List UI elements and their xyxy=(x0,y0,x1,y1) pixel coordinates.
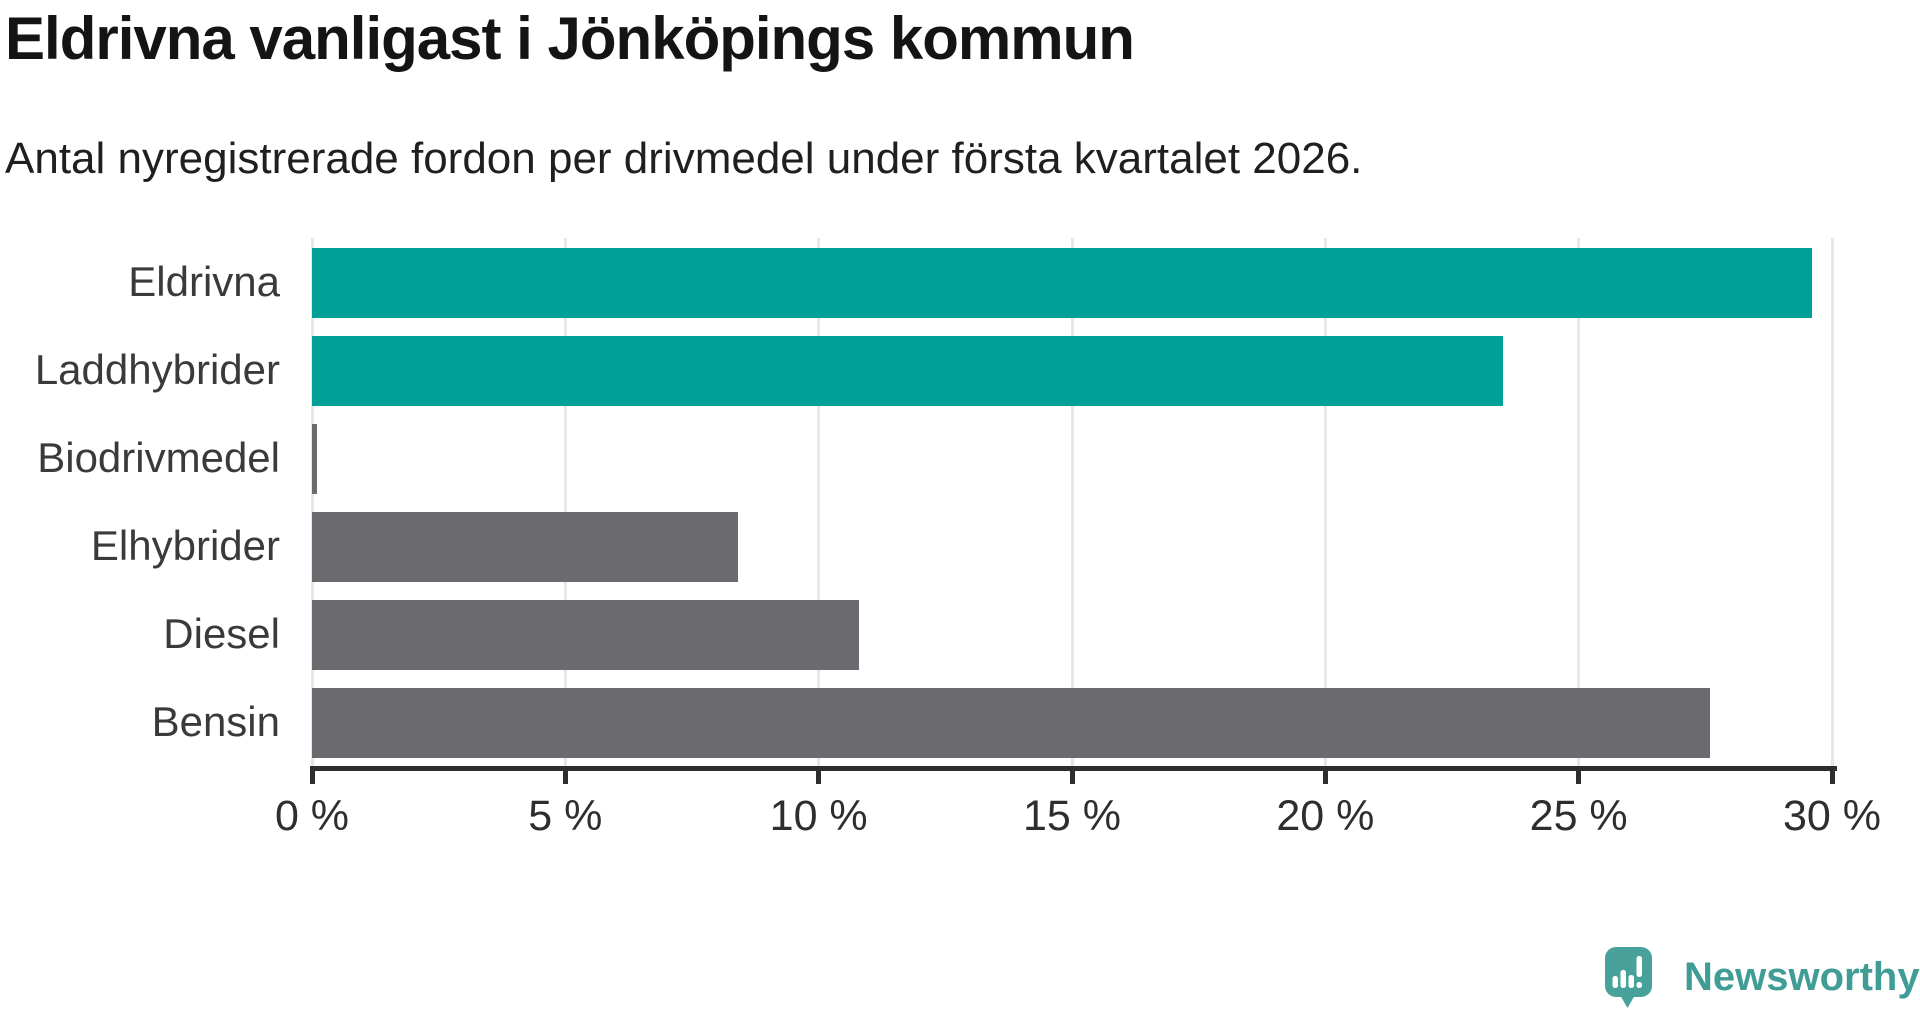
bar-biodrivmedel xyxy=(312,424,318,494)
x-axis-tick-label-30: 30 % xyxy=(1782,792,1882,840)
category-label-bensin: Bensin xyxy=(151,698,280,745)
newsworthy-logo-text: Newsworthy xyxy=(1684,955,1920,999)
gridline-30 xyxy=(1830,238,1834,766)
x-axis-tick-label-0: 0 % xyxy=(274,792,350,840)
page-title: Eldrivna vanligast i Jönköpings kommun xyxy=(5,5,1135,72)
x-axis-tick-label-20: 20 % xyxy=(1276,792,1375,840)
gridline-0 xyxy=(310,238,314,766)
bar-laddhybrider xyxy=(312,336,1503,406)
category-label-diesel: Diesel xyxy=(163,610,280,657)
gridline-20 xyxy=(1323,238,1327,766)
gridline-5 xyxy=(563,238,567,766)
x-axis-tick-5 xyxy=(562,771,568,784)
x-axis-tick-label-25: 25 % xyxy=(1529,792,1628,840)
x-axis-tick-25 xyxy=(1576,771,1582,784)
newsworthy-logo: Newsworthy xyxy=(1604,946,1920,1009)
category-label-eldrivna: Eldrivna xyxy=(128,258,280,305)
bar-bensin xyxy=(312,688,1711,758)
bar-diesel xyxy=(312,600,860,670)
category-label-biodrivmedel: Biodrivmedel xyxy=(37,434,280,481)
newsworthy-logo-icon xyxy=(1605,947,1652,1008)
category-label-elhybrider: Elhybrider xyxy=(90,522,280,569)
x-axis-tick-30 xyxy=(1829,771,1835,784)
bar-elhybrider xyxy=(312,512,738,582)
x-axis-tick-label-5: 5 % xyxy=(528,792,603,840)
x-axis-tick-10 xyxy=(816,771,822,784)
x-axis-tick-15 xyxy=(1069,771,1075,784)
x-axis-line xyxy=(310,766,1837,771)
category-label-laddhybrider: Laddhybrider xyxy=(34,346,280,393)
bar-eldrivna xyxy=(312,248,1812,318)
x-axis-tick-label-10: 10 % xyxy=(769,792,868,840)
gridline-25 xyxy=(1577,238,1581,766)
chart-subtitle: Antal nyregistrerade fordon per drivmede… xyxy=(5,134,1363,183)
x-axis-tick-label-15: 15 % xyxy=(1022,792,1122,840)
gridline-10 xyxy=(817,238,821,766)
x-axis-tick-0 xyxy=(309,771,315,784)
x-axis-tick-20 xyxy=(1322,771,1328,784)
gridline-15 xyxy=(1070,238,1074,766)
plot-area xyxy=(310,238,1834,766)
